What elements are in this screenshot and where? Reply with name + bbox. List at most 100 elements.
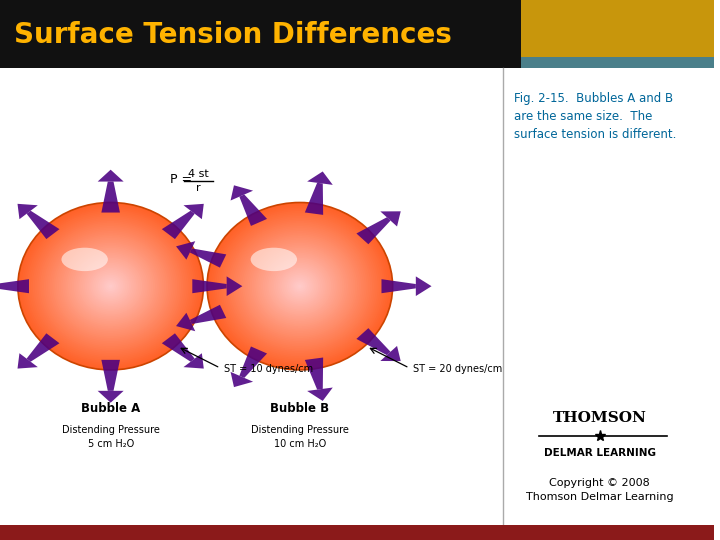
Ellipse shape	[22, 206, 199, 367]
Text: Surface Tension Differences: Surface Tension Differences	[14, 21, 452, 49]
Ellipse shape	[251, 242, 348, 330]
Polygon shape	[230, 185, 253, 200]
Polygon shape	[17, 353, 38, 369]
Ellipse shape	[259, 249, 341, 323]
Ellipse shape	[76, 254, 146, 318]
Polygon shape	[416, 276, 431, 296]
Ellipse shape	[32, 216, 189, 356]
Ellipse shape	[96, 273, 125, 300]
Text: 4 st: 4 st	[188, 169, 209, 179]
Ellipse shape	[107, 283, 114, 289]
Ellipse shape	[209, 204, 391, 368]
Text: 5 cm H₂O: 5 cm H₂O	[88, 439, 134, 449]
Ellipse shape	[294, 281, 305, 291]
Ellipse shape	[283, 271, 317, 301]
Ellipse shape	[218, 213, 382, 360]
Ellipse shape	[31, 214, 191, 358]
Ellipse shape	[94, 271, 127, 301]
Ellipse shape	[103, 280, 118, 293]
Ellipse shape	[212, 207, 387, 365]
Polygon shape	[307, 388, 333, 401]
Polygon shape	[380, 211, 401, 226]
Ellipse shape	[50, 231, 172, 341]
Ellipse shape	[72, 251, 150, 321]
Ellipse shape	[235, 228, 365, 345]
Ellipse shape	[64, 244, 157, 328]
Ellipse shape	[276, 265, 324, 308]
Text: ST = 10 dynes/cm: ST = 10 dynes/cm	[224, 364, 313, 374]
Text: Copyright © 2008
Thomson Delmar Learning: Copyright © 2008 Thomson Delmar Learning	[526, 478, 673, 502]
Ellipse shape	[272, 261, 328, 311]
Polygon shape	[305, 183, 323, 215]
Ellipse shape	[45, 228, 176, 345]
Ellipse shape	[58, 239, 163, 333]
Text: DELMAR LEARNING: DELMAR LEARNING	[544, 448, 656, 457]
Ellipse shape	[27, 211, 194, 362]
Ellipse shape	[24, 207, 198, 365]
Ellipse shape	[279, 268, 320, 305]
Ellipse shape	[296, 283, 304, 289]
Ellipse shape	[86, 265, 135, 308]
Polygon shape	[356, 328, 390, 355]
Ellipse shape	[99, 276, 122, 296]
Ellipse shape	[298, 285, 302, 288]
Text: Bubble B: Bubble B	[270, 402, 329, 415]
Polygon shape	[382, 279, 416, 293]
Text: 10 cm H₂O: 10 cm H₂O	[274, 439, 326, 449]
Ellipse shape	[44, 226, 177, 347]
Ellipse shape	[291, 278, 309, 295]
Ellipse shape	[57, 238, 164, 335]
Ellipse shape	[274, 263, 326, 309]
Ellipse shape	[231, 224, 369, 348]
Polygon shape	[380, 346, 401, 361]
Ellipse shape	[253, 244, 346, 328]
Polygon shape	[176, 241, 195, 260]
Polygon shape	[102, 181, 120, 213]
Text: Distending Pressure: Distending Pressure	[251, 425, 348, 435]
Ellipse shape	[25, 209, 196, 363]
Ellipse shape	[257, 248, 343, 325]
Text: ST = 20 dynes/cm: ST = 20 dynes/cm	[413, 364, 503, 374]
Ellipse shape	[79, 258, 143, 315]
Ellipse shape	[92, 269, 129, 303]
Ellipse shape	[42, 224, 179, 348]
Text: THOMSON: THOMSON	[553, 411, 647, 426]
Ellipse shape	[77, 256, 144, 316]
Ellipse shape	[270, 259, 330, 313]
Polygon shape	[230, 372, 253, 387]
Ellipse shape	[246, 238, 354, 335]
Polygon shape	[190, 248, 226, 268]
Ellipse shape	[237, 230, 363, 343]
Ellipse shape	[292, 280, 307, 293]
Polygon shape	[27, 333, 60, 362]
Ellipse shape	[269, 258, 331, 315]
Ellipse shape	[228, 221, 372, 352]
Text: Bubble A: Bubble A	[81, 402, 140, 415]
Ellipse shape	[40, 222, 181, 350]
Ellipse shape	[225, 219, 374, 353]
Ellipse shape	[68, 248, 153, 325]
Ellipse shape	[250, 241, 350, 332]
Ellipse shape	[277, 266, 322, 306]
Text: r: r	[196, 183, 201, 193]
Ellipse shape	[263, 253, 337, 320]
Ellipse shape	[287, 274, 312, 298]
Ellipse shape	[222, 216, 378, 356]
Polygon shape	[190, 305, 226, 324]
Ellipse shape	[282, 269, 318, 303]
Ellipse shape	[73, 253, 148, 320]
Ellipse shape	[215, 209, 385, 363]
Ellipse shape	[289, 276, 311, 296]
Ellipse shape	[51, 233, 170, 340]
Ellipse shape	[98, 274, 124, 298]
Ellipse shape	[229, 222, 370, 350]
Ellipse shape	[264, 254, 335, 318]
Ellipse shape	[60, 241, 161, 332]
FancyBboxPatch shape	[0, 0, 521, 68]
Ellipse shape	[251, 248, 297, 271]
Polygon shape	[307, 172, 333, 185]
Ellipse shape	[266, 256, 333, 316]
Polygon shape	[27, 211, 60, 239]
FancyBboxPatch shape	[0, 525, 714, 540]
Polygon shape	[162, 333, 194, 362]
